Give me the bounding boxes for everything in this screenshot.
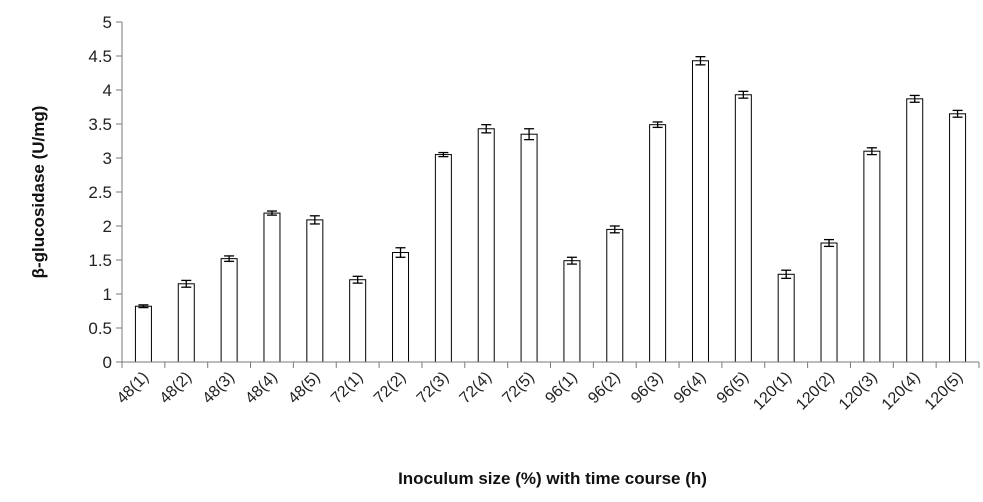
- bar: [134, 305, 152, 363]
- y-tick-label: 5: [103, 13, 112, 32]
- y-tick-label: 1.5: [88, 251, 112, 270]
- bar: [220, 258, 238, 363]
- error-bar: [566, 256, 577, 265]
- bar: [563, 260, 581, 363]
- y-axis-title: β-glucosidase (U/mg): [29, 106, 48, 279]
- bar: [734, 94, 752, 363]
- x-tick-label: 72(4): [457, 369, 495, 407]
- bar: [434, 154, 452, 363]
- error-bar: [609, 225, 620, 234]
- x-tick-label: 96(2): [585, 369, 623, 407]
- bar: [777, 273, 795, 363]
- error-bar: [395, 247, 406, 258]
- error-bar: [695, 56, 706, 66]
- error-bar: [524, 128, 535, 141]
- x-axis-tick-labels: 48(1) 48(2) 48(3) 48(4) 48(5) 72(1) 72(2) 72(3)…: [114, 362, 980, 414]
- bar: [477, 128, 495, 363]
- x-tick-label: 120(5): [922, 369, 967, 414]
- x-tick-label: 96(1): [542, 369, 580, 407]
- bar: [392, 252, 410, 363]
- error-bar: [224, 255, 235, 263]
- y-tick-label: 2.5: [88, 183, 112, 202]
- error-bar: [866, 147, 877, 156]
- y-tick-label: 4.5: [88, 47, 112, 66]
- x-tick-label: 48(2): [157, 369, 195, 407]
- error-bar: [352, 275, 363, 284]
- bar: [691, 60, 709, 363]
- x-axis-title: Inoculum size (%) with time course (h): [398, 469, 707, 488]
- error-bar: [824, 238, 835, 248]
- bar: [349, 279, 367, 363]
- bar: [520, 133, 538, 363]
- x-tick-label: 48(3): [200, 369, 238, 407]
- error-bar: [138, 304, 149, 309]
- error-bar: [909, 94, 920, 103]
- y-tick-label: 1: [103, 285, 112, 304]
- x-tick-label: 72(2): [371, 369, 409, 407]
- x-tick-label: 48(1): [114, 369, 152, 407]
- bar: [177, 283, 195, 363]
- error-bar: [438, 151, 449, 158]
- error-bar: [952, 109, 963, 118]
- bar: [263, 212, 281, 363]
- y-tick-label: 4: [103, 81, 112, 100]
- y-tick-label: 3: [103, 149, 112, 168]
- error-bar: [652, 121, 663, 129]
- bar: [820, 242, 838, 363]
- bar: [863, 150, 881, 363]
- y-tick-label: 2: [103, 217, 112, 236]
- error-bar: [481, 124, 492, 134]
- error-bar: [781, 269, 792, 280]
- bar: [606, 228, 624, 363]
- x-tick-label: 120(4): [879, 369, 924, 414]
- error-bar: [181, 279, 192, 288]
- error-bar: [266, 210, 277, 216]
- y-tick-label: 3.5: [88, 115, 112, 134]
- x-tick-label: 48(4): [242, 369, 280, 407]
- bars: [134, 56, 967, 363]
- bar: [906, 98, 924, 363]
- x-tick-label: 72(1): [328, 369, 366, 407]
- error-bar: [309, 215, 320, 225]
- x-tick-label: 120(2): [793, 369, 838, 414]
- bar: [306, 219, 324, 363]
- x-tick-label: 120(3): [836, 369, 881, 414]
- y-axis-ticks: 0 0.5 1 1.5 2 2.5 3 3.5 4 4.5 5: [88, 13, 122, 372]
- y-tick-label: 0: [103, 353, 112, 372]
- x-tick-label: 72(5): [499, 369, 537, 407]
- x-tick-label: 96(5): [714, 369, 752, 407]
- x-tick-label: 96(4): [671, 369, 709, 407]
- x-tick-label: 48(5): [285, 369, 323, 407]
- y-tick-label: 0.5: [88, 319, 112, 338]
- x-tick-label: 120(1): [750, 369, 795, 414]
- bar: [949, 113, 967, 363]
- x-tick-label: 96(3): [628, 369, 666, 407]
- x-tick-label: 72(3): [414, 369, 452, 407]
- error-bar: [738, 90, 749, 99]
- bar: [649, 124, 667, 363]
